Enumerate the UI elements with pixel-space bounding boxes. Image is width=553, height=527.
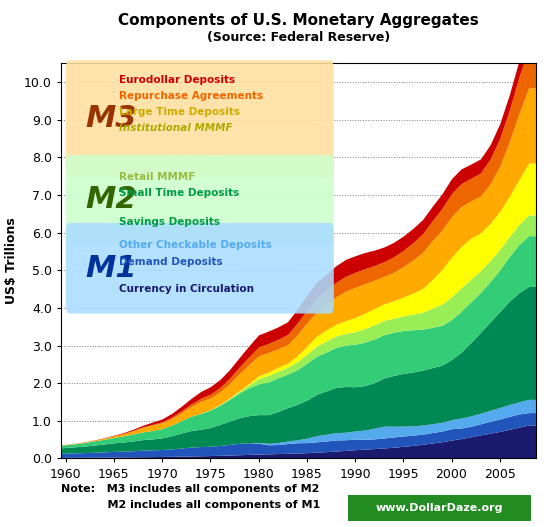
Text: www.DollarDaze.org: www.DollarDaze.org	[376, 503, 503, 513]
FancyBboxPatch shape	[66, 60, 334, 177]
Text: M3: M3	[85, 104, 137, 133]
FancyBboxPatch shape	[66, 155, 334, 245]
Text: M2 includes all components of M1: M2 includes all components of M1	[61, 500, 320, 510]
Text: Components of U.S. Monetary Aggregates: Components of U.S. Monetary Aggregates	[118, 13, 479, 28]
Text: Small Time Deposits: Small Time Deposits	[119, 189, 239, 199]
Y-axis label: US$ Trillions: US$ Trillions	[6, 218, 18, 304]
Text: Currency in Circulation: Currency in Circulation	[119, 284, 254, 294]
FancyBboxPatch shape	[334, 493, 545, 523]
Text: Demand Deposits: Demand Deposits	[119, 257, 222, 267]
Text: Retail MMMF: Retail MMMF	[119, 172, 195, 182]
Text: M2: M2	[85, 185, 137, 214]
Text: Other Checkable Deposits: Other Checkable Deposits	[119, 240, 272, 250]
Text: Savings Deposits: Savings Deposits	[119, 217, 220, 227]
Text: Large Time Deposits: Large Time Deposits	[119, 107, 239, 117]
Text: Note:   M3 includes all components of M2: Note: M3 includes all components of M2	[61, 484, 319, 494]
Text: (Source: Federal Reserve): (Source: Federal Reserve)	[207, 31, 390, 44]
FancyBboxPatch shape	[66, 223, 334, 314]
Text: Institutional MMMF: Institutional MMMF	[119, 123, 232, 133]
Text: Repurchase Agreements: Repurchase Agreements	[119, 91, 263, 101]
Text: Eurodollar Deposits: Eurodollar Deposits	[119, 75, 235, 85]
Text: M1: M1	[85, 253, 137, 282]
